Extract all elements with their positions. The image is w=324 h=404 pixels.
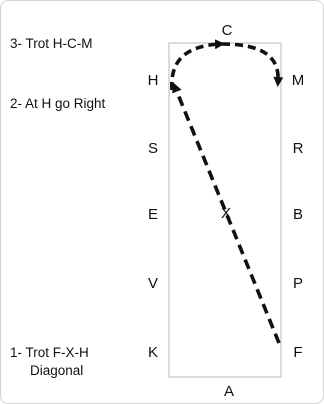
step-3-label: 3- Trot H-C-M <box>10 36 93 51</box>
diagonal-path-f-x-h <box>172 82 281 344</box>
letter-c: C <box>222 22 233 39</box>
letter-r: R <box>293 140 304 157</box>
letter-x: X <box>221 205 231 222</box>
step-1-label-line2: Diagonal <box>30 363 83 378</box>
letter-f: F <box>293 344 302 361</box>
letter-m: M <box>292 72 305 89</box>
letter-v: V <box>148 275 158 292</box>
step-1-label: 1- Trot F-X-H <box>10 345 89 360</box>
curve-path-h-c <box>170 39 225 91</box>
letter-h: H <box>148 72 159 89</box>
letter-a: A <box>224 383 234 400</box>
curve-path-c-m <box>221 42 284 87</box>
letter-e: E <box>148 206 158 223</box>
letter-b: B <box>293 206 303 223</box>
letter-s: S <box>148 140 158 157</box>
letter-p: P <box>293 275 303 292</box>
step-2-label: 2- At H go Right <box>10 96 106 111</box>
letter-k: K <box>148 344 158 361</box>
arena-rectangle <box>168 42 282 378</box>
